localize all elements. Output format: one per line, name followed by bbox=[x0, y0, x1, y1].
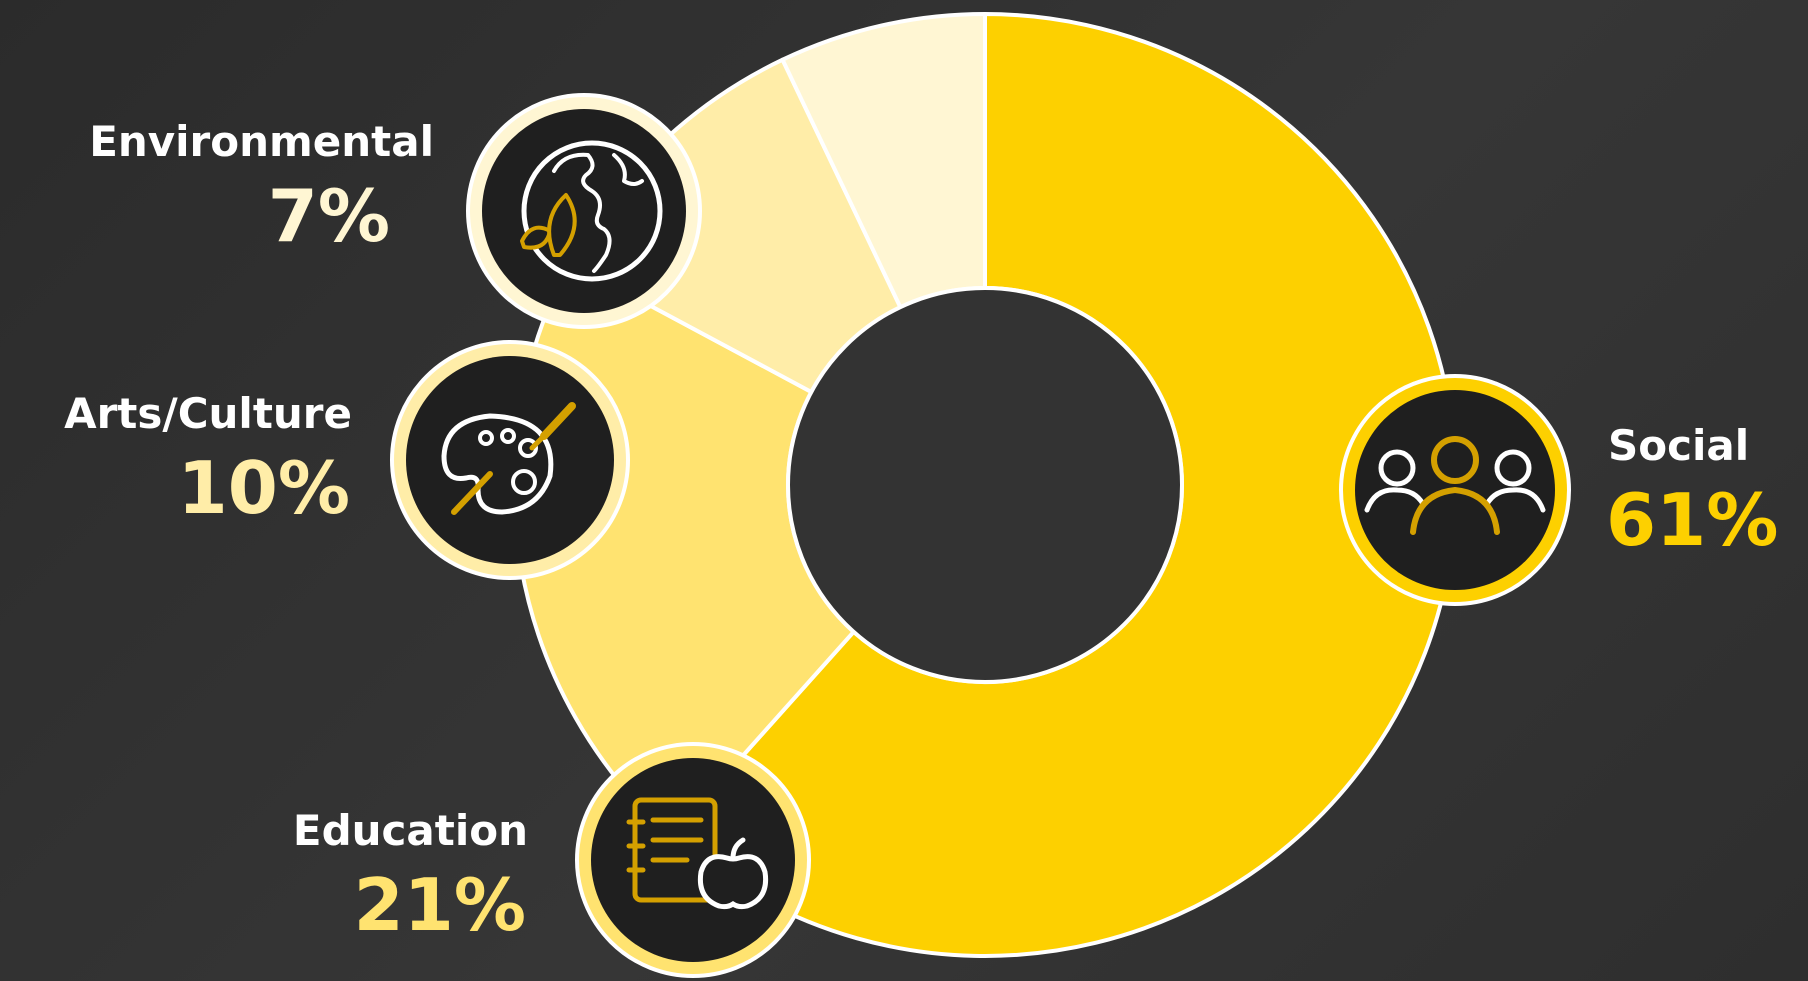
environmental-badge bbox=[482, 109, 686, 313]
social-group: Social 61% bbox=[1339, 374, 1778, 606]
education-pct: 21% bbox=[354, 863, 526, 947]
notebook-apple-icon bbox=[626, 797, 769, 910]
arts-culture-pct: 10% bbox=[178, 446, 350, 530]
environmental-group: Environmental 7% bbox=[89, 93, 702, 329]
arts-culture-badge bbox=[406, 356, 614, 564]
education-group: Education 21% bbox=[293, 742, 811, 978]
education-label: Education bbox=[293, 806, 528, 855]
social-pct: 61% bbox=[1606, 478, 1778, 562]
donut-hole bbox=[786, 286, 1184, 684]
globe-leaf-icon bbox=[520, 140, 663, 282]
environmental-label: Environmental bbox=[89, 117, 434, 166]
social-label: Social bbox=[1608, 421, 1749, 470]
arts-culture-label: Arts/Culture bbox=[64, 389, 352, 438]
arts-culture-group: Arts/Culture 10% bbox=[64, 340, 630, 580]
palette-icon bbox=[441, 402, 576, 515]
people-icon bbox=[1364, 436, 1546, 535]
environmental-pct: 7% bbox=[268, 174, 390, 258]
education-badge bbox=[591, 758, 795, 962]
